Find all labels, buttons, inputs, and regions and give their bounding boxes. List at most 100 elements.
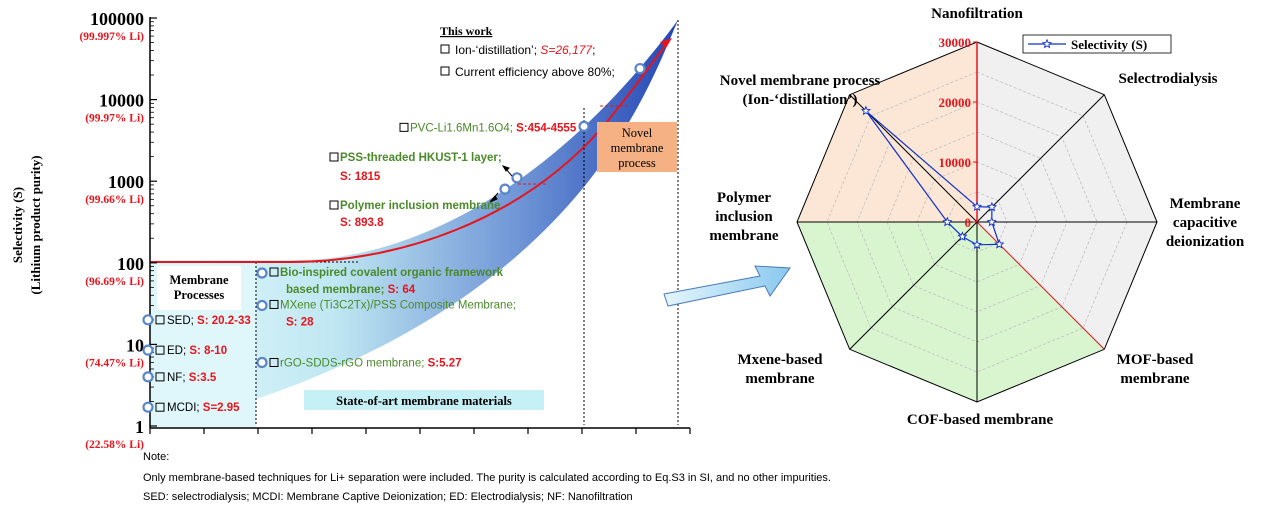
- radar-point: [971, 239, 983, 250]
- y-axis-label-line1: Selectivity (S): [10, 187, 25, 263]
- checkbox-icon: [155, 372, 165, 382]
- SED-label: SED; S: 20.2-33: [167, 315, 251, 327]
- checkbox-icon: [399, 122, 409, 132]
- radar-grid: [826, 71, 1128, 373]
- y-tick-purity: (74.47% Li): [85, 357, 144, 369]
- y-axis-label: Selectivity (S) (Lithium product purity): [10, 155, 43, 294]
- radar-point: [942, 216, 953, 227]
- PVC-point: [578, 120, 590, 132]
- y-tick-label: 10: [126, 335, 144, 355]
- novel-process-box: Novel membrane process: [597, 122, 677, 172]
- novel-line1: Novel: [622, 126, 653, 140]
- note-title: Note:: [143, 451, 169, 463]
- y-tick-purity: (22.58% Li): [85, 439, 144, 451]
- state-of-art-label: State-of-art membrane materials: [336, 394, 512, 408]
- radar-legend-box: [1022, 34, 1172, 54]
- radar-point: [986, 216, 997, 227]
- note: Note: Only membrane-based techniques for…: [143, 451, 831, 503]
- ion-distillation-point: [634, 62, 646, 75]
- NF-label: NF; S:3.5: [167, 372, 217, 384]
- note-line1: Only membrane-based techniques for Li+ s…: [143, 472, 831, 484]
- y-tick-label: 100: [117, 254, 144, 274]
- radar-point: [957, 231, 968, 241]
- y-tick-purity: (99.97% Li): [85, 113, 144, 125]
- membrane-processes-line1: Membrane: [169, 273, 228, 287]
- checkbox-icon: [329, 152, 339, 162]
- radar-legend-star: [1041, 38, 1053, 49]
- this-work-note: This work Ion-‘distillation’; S=26,177; …: [440, 24, 615, 79]
- radar-chart: 0 10000 20000 30000 Selectivity (S) Nanofiltr…: [709, 6, 1244, 428]
- y-ticks: 1 (22.58% Li) 10 (74.47% Li) 100 (96.69% Li) 1…: [79, 9, 157, 451]
- radar-point: [986, 201, 997, 212]
- checkbox-icon: [269, 267, 279, 277]
- membrane-processes-box: Membrane Processes: [157, 266, 241, 310]
- checkbox-icon: [155, 345, 165, 355]
- MXene-point: [256, 299, 268, 312]
- radar-tick-label: 0: [965, 215, 972, 230]
- radar-sector: [977, 222, 1157, 350]
- checkbox-icon: [329, 200, 339, 210]
- trend-arrowhead: [660, 38, 672, 48]
- radar-axis-label: Nanofiltration: [931, 6, 1023, 22]
- COF-label-line2: based membrane; S: 64: [286, 284, 416, 296]
- radar-axis-label: COF-based membrane: [907, 412, 1054, 428]
- radar-point: [971, 201, 983, 212]
- gradient-band: [150, 20, 678, 430]
- y-axis-label-line2: (Lithium product purity): [28, 155, 43, 294]
- y-tick-label: 10000: [99, 91, 144, 111]
- rGO-label: rGO-SDDS-rGO membrane; S:5.27: [280, 358, 462, 370]
- radar-point: [994, 238, 1005, 249]
- transition-arrow: [663, 265, 791, 307]
- NF-point: [142, 371, 154, 383]
- radar-axis-label: Membrane capacitive deionization: [1166, 196, 1245, 250]
- PIM-label: Polymer inclusion membrane: [340, 200, 500, 212]
- ED-point: [142, 344, 154, 356]
- checkbox-icon: [155, 402, 165, 412]
- y-tick-label: 100000: [90, 9, 144, 29]
- radar-axis-label: Polymer inclusion membrane: [709, 190, 778, 244]
- radar-spoke: [976, 94, 1105, 223]
- x-ticks: [149, 428, 691, 434]
- y-tick-purity: (96.69% Li): [85, 276, 144, 288]
- HKUST-point: [511, 172, 523, 184]
- novel-line2: membrane: [611, 141, 664, 155]
- trend-curve: [150, 41, 669, 263]
- MXene-value: S: 28: [286, 316, 314, 328]
- membrane-processes-line2: Processes: [174, 288, 225, 302]
- checkbox-icon: [269, 358, 279, 368]
- novel-line3: process: [618, 156, 656, 170]
- point-labels: SED; S: 20.2-33 ED; S: 8-10 NF; S:3.5 MCDI;…: [155, 122, 577, 414]
- note-line2: SED: selectrodialysis; MCDI: Membrane Ca…: [143, 491, 633, 503]
- y-tick-purity: (99.997% Li): [79, 31, 144, 43]
- SED-point: [142, 314, 154, 326]
- checkbox-icon: [269, 299, 279, 309]
- checkbox-icon: [155, 315, 165, 325]
- this-work-line2: Current efficiency above 80%;: [455, 65, 615, 79]
- radar-tick-label: 30000: [939, 35, 972, 50]
- rGO-point: [256, 356, 268, 369]
- PVC-label: PVC-Li1.6Mn1.6O4; S:454-4555: [410, 122, 577, 134]
- radar-axis-label: MOF-based membrane: [1117, 352, 1194, 387]
- COF-point: [256, 267, 268, 279]
- radar-spoke: [849, 221, 978, 350]
- radar-axis-label: Selectrodialysis: [1119, 71, 1218, 87]
- y-tick-purity: (99.66% Li): [85, 194, 144, 206]
- state-of-art-box: State-of-art membrane materials: [304, 390, 544, 410]
- radar-legend-label: Selectivity (S): [1071, 37, 1147, 52]
- radar-sector: [797, 222, 1105, 402]
- HKUST-value: S: 1815: [340, 171, 381, 183]
- hkust-arrows: [489, 165, 513, 203]
- radar-tick-label: 20000: [939, 95, 972, 110]
- MCDI-label: MCDI; S=2.95: [167, 402, 240, 414]
- MXene-label: MXene (Ti3C2Tx)/PSS Composite Membrane;: [280, 299, 516, 311]
- this-work-title: This work: [440, 24, 493, 38]
- this-work-line1: Ion-‘distillation’; S=26,177;: [455, 43, 595, 57]
- radar-tick-label: 10000: [939, 155, 972, 170]
- selectivity-chart: 1 (22.58% Li) 10 (74.47% Li) 100 (96.69% Li) 1…: [10, 9, 831, 503]
- HKUST-label: PSS-threaded HKUST-1 layer;: [340, 152, 502, 164]
- radar-axis-label: Mxene-based membrane: [738, 352, 824, 387]
- y-tick-label: 1000: [108, 172, 144, 192]
- ED-label: ED; S: 8-10: [167, 345, 227, 357]
- COF-label-line1: Bio-inspired covalent organic framework: [280, 267, 504, 279]
